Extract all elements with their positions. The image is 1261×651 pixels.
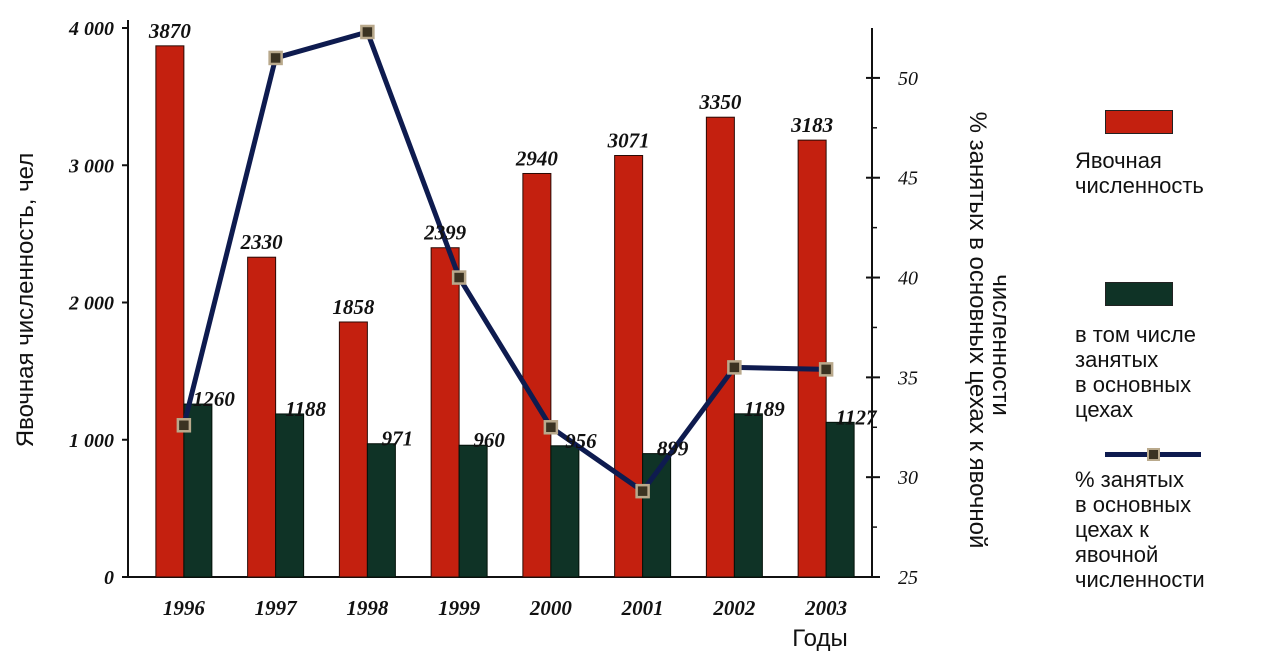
y2-tick-label: 50 — [898, 68, 918, 90]
x-tick-label: 1999 — [438, 596, 481, 620]
x-axis-title: Годы — [792, 625, 847, 651]
bar-main-shops — [275, 413, 305, 578]
bar-main-shops — [183, 403, 213, 578]
bar-attendance — [247, 256, 277, 578]
data-label-main-shops: 1188 — [285, 397, 326, 421]
data-label-attendance: 1858 — [332, 295, 375, 319]
legend-label-percent-line2: в основных — [1075, 492, 1192, 517]
line-marker — [360, 24, 375, 40]
y2-tick-label: 35 — [897, 367, 918, 389]
y2-axis-title-line2: численности — [987, 274, 1014, 416]
x-tick-label: 1998 — [346, 596, 389, 620]
legend-label-percent-line3: цехах к — [1075, 517, 1149, 542]
legend-label-percent: % занятых в основных цехах к явочной чис… — [1075, 467, 1255, 592]
y-tick-label: 1 000 — [69, 430, 114, 452]
data-label-main-shops: 971 — [382, 427, 414, 451]
line-marker — [176, 418, 192, 433]
x-tick-label: 2000 — [529, 596, 573, 620]
y2-tick-label: 45 — [898, 168, 918, 190]
line-marker — [451, 270, 467, 285]
data-label-attendance: 3071 — [607, 129, 650, 153]
legend-label-attendance: Явочная численность — [1075, 148, 1255, 198]
data-label-main-shops: 956 — [565, 429, 597, 453]
x-tick-label: 1997 — [255, 596, 299, 620]
data-label-attendance: 2330 — [240, 230, 284, 254]
bar-attendance — [522, 172, 552, 578]
bars-group — [155, 45, 855, 578]
data-label-main-shops: 1127 — [836, 405, 878, 429]
y-tick-label: 0 — [104, 567, 114, 589]
y2-tick-label: 40 — [898, 268, 918, 290]
y-tick-label: 4 000 — [68, 18, 114, 40]
legend-label-attendance-line2: численность — [1075, 173, 1204, 198]
line-marker — [727, 360, 742, 375]
legend-label-main-shops-line3: в основных — [1075, 372, 1192, 397]
x-tick-label: 2001 — [621, 596, 664, 620]
y-tick-label: 2 000 — [68, 293, 114, 315]
line-series-group — [176, 24, 834, 499]
data-label-attendance: 3350 — [698, 90, 742, 114]
data-label-main-shops: 899 — [657, 437, 689, 461]
y-axis-title: Явочная численность, чел — [12, 153, 39, 447]
y-tick-label: 3 000 — [68, 155, 114, 177]
legend: Явочная численность в том числе занятых … — [1075, 110, 1261, 592]
legend-item-main-shops: в том числе занятых в основных цехах — [1075, 282, 1261, 452]
bar-main-shops — [825, 421, 855, 578]
legend-swatch-attendance — [1105, 110, 1173, 134]
legend-label-percent-line1: % занятых — [1075, 467, 1184, 492]
data-label-attendance: 2940 — [515, 146, 559, 170]
line-percent — [181, 29, 827, 494]
legend-label-percent-line4: явочной — [1075, 542, 1159, 567]
y2-tick-label: 25 — [898, 567, 918, 589]
bar-attendance — [430, 247, 460, 578]
legend-label-percent-line5: численности — [1075, 567, 1205, 592]
x-tick-label: 1996 — [163, 596, 206, 620]
data-label-main-shops: 1260 — [193, 387, 236, 411]
data-label-attendance: 2399 — [423, 221, 467, 245]
bar-attendance — [797, 139, 827, 578]
bar-attendance — [614, 155, 644, 578]
legend-label-main-shops-line1: в том числе — [1075, 322, 1196, 347]
legend-item-percent: % занятых в основных цехах к явочной чис… — [1075, 448, 1261, 592]
legend-label-main-shops-line4: цехах — [1075, 397, 1134, 422]
line-marker — [268, 50, 283, 66]
line-marker — [635, 483, 650, 499]
bar-attendance — [155, 45, 185, 578]
data-labels-group: 3870 1260 2330 1188 1858 971 2399 960 2940 956 307… — [148, 19, 878, 461]
line-marker — [543, 420, 559, 435]
axes-group: 0 1 000 2 000 3 000 4 000 25 30 35 40 45 50 1996 199… — [68, 18, 918, 620]
y2-axis-title-line1: % занятых в основных цехах к явочной — [964, 112, 991, 549]
bar-main-shops — [366, 443, 396, 578]
bar-main-shops — [550, 445, 580, 578]
legend-swatch-main-shops — [1105, 282, 1173, 306]
legend-label-attendance-line1: Явочная — [1075, 148, 1162, 173]
legend-item-attendance: Явочная численность — [1075, 110, 1261, 260]
x-tick-label: 2002 — [712, 596, 756, 620]
bar-main-shops — [458, 444, 488, 578]
bar-attendance — [338, 321, 368, 578]
legend-label-main-shops-line2: занятых — [1075, 347, 1159, 372]
data-label-main-shops: 1189 — [744, 397, 785, 421]
bar-attendance — [705, 116, 735, 578]
line-marker — [818, 362, 834, 377]
bar-main-shops — [733, 413, 763, 578]
legend-line-percent — [1105, 448, 1201, 461]
x-tick-label: 2003 — [804, 596, 847, 620]
data-label-main-shops: 960 — [473, 428, 505, 452]
y2-tick-label: 30 — [897, 467, 918, 489]
legend-label-main-shops: в том числе занятых в основных цехах — [1075, 322, 1255, 422]
legend-marker-icon — [1147, 448, 1160, 461]
data-label-attendance: 3870 — [148, 19, 192, 43]
data-label-attendance: 3183 — [790, 113, 833, 137]
